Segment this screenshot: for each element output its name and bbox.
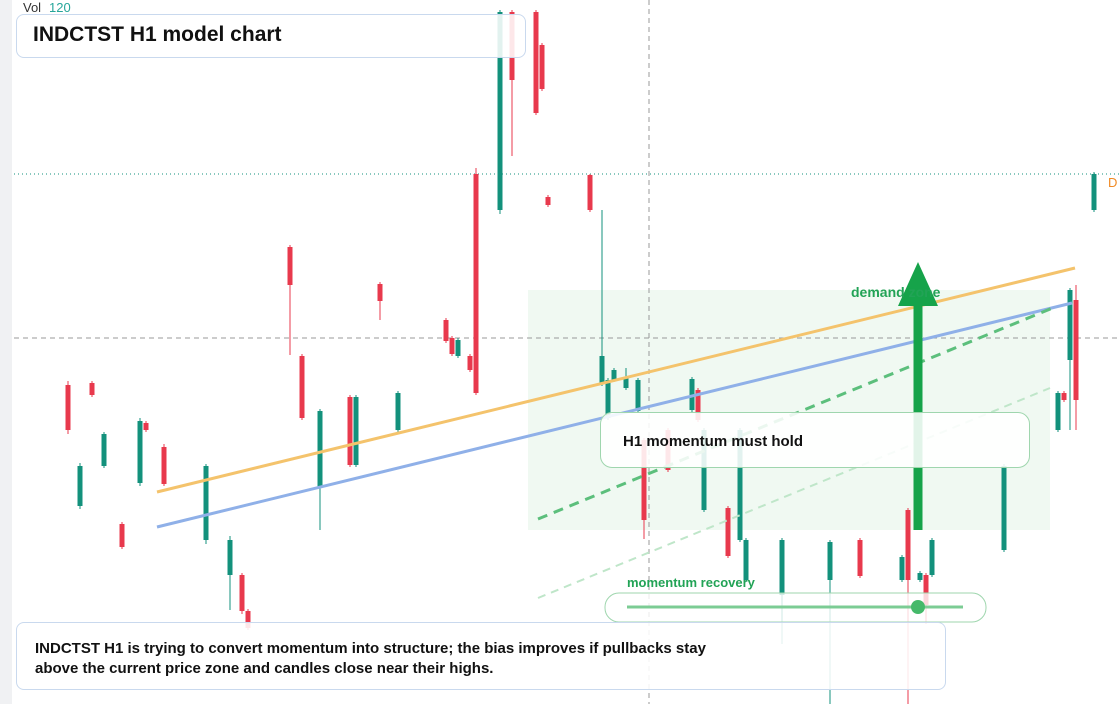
candle-body: [599, 356, 605, 384]
candle-body: [1091, 174, 1097, 210]
candle-body: [239, 575, 245, 611]
candle-body: [905, 510, 911, 580]
candle-body: [605, 380, 611, 418]
candle-body: [899, 557, 905, 580]
candle-body: [137, 421, 143, 483]
candle-body: [353, 397, 359, 465]
vol-value: 120: [49, 0, 71, 15]
candle-body: [545, 197, 551, 205]
candle-body: [227, 540, 233, 575]
candle-body: [473, 174, 479, 393]
candle-body: [1067, 290, 1073, 360]
candle-body: [917, 573, 923, 580]
candle-body: [857, 540, 863, 576]
candle-body: [77, 466, 83, 506]
candle-body: [377, 284, 383, 301]
candle-body: [695, 390, 701, 420]
candle-body: [539, 45, 545, 89]
candle-body: [587, 175, 593, 210]
candle-body: [317, 411, 323, 488]
candle-body: [623, 378, 629, 388]
chart-title: INDCTST H1 model chart: [16, 14, 526, 58]
candle-body: [701, 430, 707, 510]
candle-body: [299, 356, 305, 418]
candle-body: [245, 611, 251, 628]
candle-body: [533, 12, 539, 113]
candle-body: [1061, 393, 1067, 400]
note-text: INDCTST H1 is trying to convert momentum…: [35, 640, 706, 677]
candle-body: [467, 356, 473, 370]
candle-body: [143, 423, 149, 430]
price-tag: D: [1108, 175, 1117, 190]
candle-body: [89, 383, 95, 395]
candle-body: [443, 320, 449, 341]
left-strip: [0, 0, 12, 704]
candle-body: [1001, 466, 1007, 550]
candle-body: [287, 247, 293, 285]
candle-body: [101, 434, 107, 466]
candle-body: [395, 393, 401, 430]
candle-body: [737, 430, 743, 540]
recovery-dot: [911, 600, 925, 614]
candle-body: [203, 466, 209, 540]
note-box: INDCTST H1 is trying to convert momentum…: [16, 622, 946, 690]
candle-body: [449, 338, 455, 354]
zone-label: demand zone: [851, 284, 941, 300]
candle-body: [611, 370, 617, 380]
candle-body: [1073, 300, 1079, 400]
callout: H1 momentum must hold: [600, 412, 1030, 468]
vol-label: Vol: [23, 0, 41, 15]
candle-body: [497, 12, 503, 210]
recovery-label: momentum recovery: [627, 575, 756, 590]
candle-body: [923, 575, 929, 605]
candle-body: [65, 385, 71, 430]
candle-body: [119, 524, 125, 547]
candle-body: [743, 540, 749, 580]
candle-body: [455, 340, 461, 356]
candle-body: [827, 542, 833, 580]
candle-body: [1055, 393, 1061, 430]
candle-body: [347, 397, 353, 465]
candle-body: [641, 440, 647, 520]
candle-body: [725, 508, 731, 556]
candle-body: [635, 380, 641, 411]
candle-body: [929, 540, 935, 575]
arrow-head: [898, 262, 938, 306]
candle-body: [779, 540, 785, 595]
candle-body: [161, 447, 167, 484]
